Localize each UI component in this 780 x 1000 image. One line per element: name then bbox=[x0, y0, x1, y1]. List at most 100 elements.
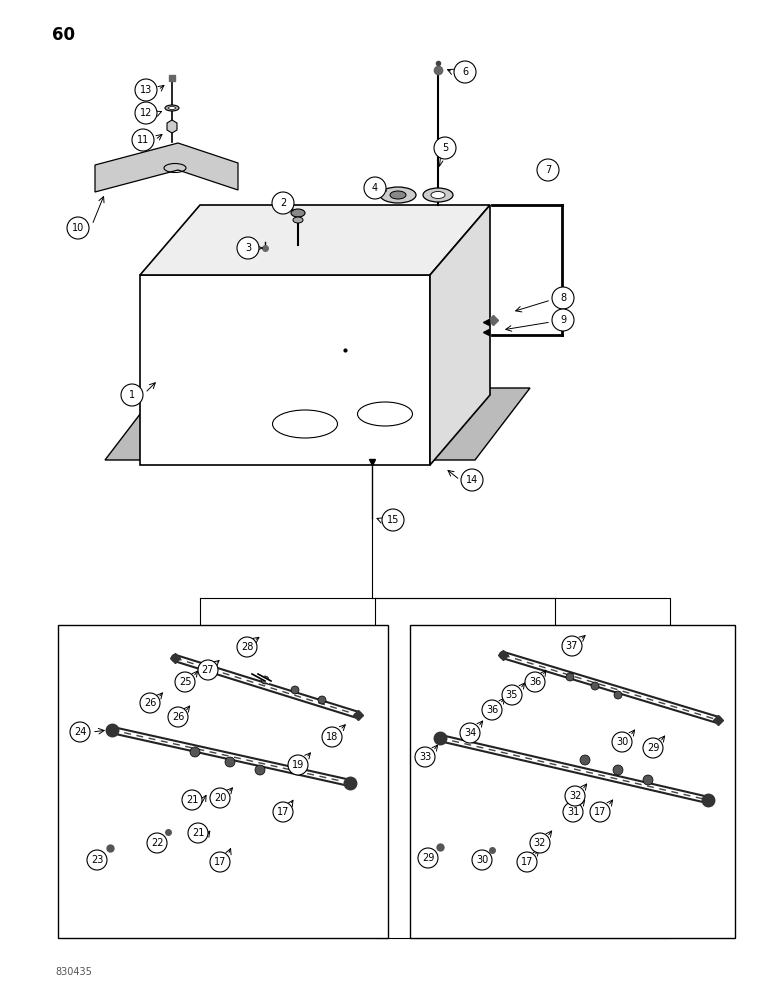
Circle shape bbox=[318, 696, 326, 704]
Text: 26: 26 bbox=[172, 712, 184, 722]
Circle shape bbox=[418, 848, 438, 868]
Circle shape bbox=[210, 852, 230, 872]
Circle shape bbox=[566, 673, 574, 681]
Circle shape bbox=[643, 738, 663, 758]
Text: 21: 21 bbox=[192, 828, 204, 838]
Circle shape bbox=[261, 676, 269, 684]
Text: 30: 30 bbox=[476, 855, 488, 865]
Circle shape bbox=[237, 237, 259, 259]
Circle shape bbox=[472, 850, 492, 870]
Polygon shape bbox=[95, 143, 238, 192]
Text: 25: 25 bbox=[179, 677, 191, 687]
Circle shape bbox=[255, 765, 265, 775]
Ellipse shape bbox=[431, 192, 445, 198]
Circle shape bbox=[563, 802, 583, 822]
Text: 23: 23 bbox=[90, 855, 103, 865]
Circle shape bbox=[225, 757, 235, 767]
Polygon shape bbox=[105, 388, 530, 460]
Text: 32: 32 bbox=[534, 838, 546, 848]
Circle shape bbox=[643, 775, 653, 785]
Circle shape bbox=[121, 384, 143, 406]
Ellipse shape bbox=[390, 191, 406, 199]
Circle shape bbox=[565, 786, 585, 806]
Text: 10: 10 bbox=[72, 223, 84, 233]
Text: 14: 14 bbox=[466, 475, 478, 485]
Text: 21: 21 bbox=[186, 795, 198, 805]
Circle shape bbox=[210, 788, 230, 808]
Text: 11: 11 bbox=[136, 135, 149, 145]
Circle shape bbox=[140, 693, 160, 713]
Circle shape bbox=[502, 685, 522, 705]
Ellipse shape bbox=[293, 217, 303, 223]
Circle shape bbox=[525, 672, 545, 692]
Ellipse shape bbox=[272, 410, 338, 438]
Text: 34: 34 bbox=[464, 728, 476, 738]
Circle shape bbox=[552, 309, 574, 331]
Bar bbox=[410, 625, 735, 938]
Circle shape bbox=[517, 852, 537, 872]
Text: 37: 37 bbox=[566, 641, 578, 651]
Circle shape bbox=[322, 727, 342, 747]
Circle shape bbox=[382, 509, 404, 531]
Circle shape bbox=[291, 686, 299, 694]
Text: 2: 2 bbox=[280, 198, 286, 208]
Ellipse shape bbox=[165, 105, 179, 111]
Circle shape bbox=[87, 850, 107, 870]
Text: 30: 30 bbox=[616, 737, 628, 747]
Text: 60: 60 bbox=[52, 26, 75, 44]
Circle shape bbox=[67, 217, 89, 239]
Text: 7: 7 bbox=[545, 165, 551, 175]
Text: 5: 5 bbox=[442, 143, 448, 153]
Text: 32: 32 bbox=[569, 791, 581, 801]
Text: 29: 29 bbox=[647, 743, 659, 753]
Text: 1: 1 bbox=[129, 390, 135, 400]
Ellipse shape bbox=[291, 209, 305, 217]
Polygon shape bbox=[167, 120, 177, 133]
Circle shape bbox=[415, 747, 435, 767]
Text: 8: 8 bbox=[560, 293, 566, 303]
Text: 27: 27 bbox=[202, 665, 215, 675]
Polygon shape bbox=[430, 205, 490, 465]
Circle shape bbox=[175, 672, 195, 692]
Circle shape bbox=[168, 707, 188, 727]
Text: 18: 18 bbox=[326, 732, 338, 742]
Bar bbox=[58, 625, 388, 938]
Text: 15: 15 bbox=[387, 515, 399, 525]
Circle shape bbox=[482, 700, 502, 720]
Text: 36: 36 bbox=[486, 705, 498, 715]
Circle shape bbox=[591, 682, 599, 690]
Circle shape bbox=[273, 802, 293, 822]
Text: 3: 3 bbox=[245, 243, 251, 253]
Text: 33: 33 bbox=[419, 752, 431, 762]
Circle shape bbox=[460, 723, 480, 743]
Circle shape bbox=[135, 79, 157, 101]
Text: 6: 6 bbox=[462, 67, 468, 77]
Text: 19: 19 bbox=[292, 760, 304, 770]
Text: 17: 17 bbox=[594, 807, 606, 817]
Circle shape bbox=[237, 637, 257, 657]
Circle shape bbox=[198, 660, 218, 680]
Text: 28: 28 bbox=[241, 642, 254, 652]
Ellipse shape bbox=[168, 106, 176, 109]
Circle shape bbox=[590, 802, 610, 822]
Text: 17: 17 bbox=[521, 857, 534, 867]
Circle shape bbox=[613, 765, 623, 775]
Text: 22: 22 bbox=[151, 838, 163, 848]
Circle shape bbox=[612, 732, 632, 752]
Circle shape bbox=[132, 129, 154, 151]
Polygon shape bbox=[140, 275, 430, 465]
Circle shape bbox=[188, 823, 208, 843]
Ellipse shape bbox=[423, 188, 453, 202]
Text: 20: 20 bbox=[214, 793, 226, 803]
Circle shape bbox=[288, 755, 308, 775]
Circle shape bbox=[70, 722, 90, 742]
Circle shape bbox=[135, 102, 157, 124]
Circle shape bbox=[147, 833, 167, 853]
Text: 35: 35 bbox=[505, 690, 518, 700]
Text: 17: 17 bbox=[214, 857, 226, 867]
Text: 12: 12 bbox=[140, 108, 152, 118]
Text: 31: 31 bbox=[567, 807, 579, 817]
Circle shape bbox=[182, 790, 202, 810]
Circle shape bbox=[580, 755, 590, 765]
Polygon shape bbox=[140, 205, 490, 275]
